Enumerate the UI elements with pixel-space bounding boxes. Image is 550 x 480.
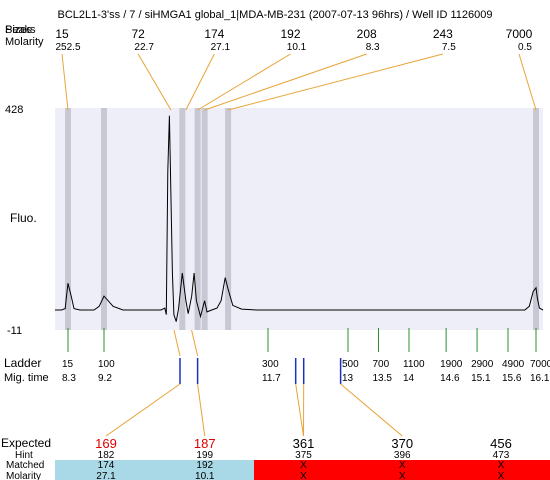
peak-size-label: 15 [55, 27, 69, 41]
matched-value: X [399, 460, 406, 471]
y-tick-top: 428 [5, 104, 23, 116]
peak-size-label: 208 [357, 27, 377, 41]
ladder-size-label: 4900 [502, 359, 525, 370]
peak-molarity-label: 8.3 [366, 42, 380, 53]
peak-band [179, 108, 186, 330]
ladder-mig-time-label: 15.1 [471, 373, 491, 384]
peak-leader-line [518, 53, 537, 111]
ladder-size-label: 2900 [471, 359, 494, 370]
matched-ok-cell [55, 460, 254, 480]
peaks-row-label: Peaks [5, 24, 36, 36]
peak-leader-line [227, 53, 443, 111]
peak-leader-line [61, 53, 69, 111]
peak-molarity-label: 22.7 [134, 42, 154, 53]
hint-value: 396 [394, 450, 411, 461]
expected-value: 361 [293, 436, 315, 451]
expected-table: 16918217427.118719919210.1361375XX370396… [95, 436, 512, 480]
expected-value: 370 [391, 436, 413, 451]
ladder-size-label: 1900 [440, 359, 463, 370]
peak-size-label: 243 [433, 27, 453, 41]
expected-value: 187 [194, 436, 216, 451]
peak-band [225, 108, 232, 330]
ladder-size-label: 100 [98, 359, 115, 370]
peak-leader-line [204, 53, 367, 111]
molarity-row-label: Molarity [5, 36, 44, 48]
fragment-leader-line [197, 383, 206, 437]
fragment-connector-line [191, 329, 199, 357]
peak-band [201, 108, 208, 330]
ladder-mig-time-label: 14 [403, 373, 415, 384]
ladder-size-label: 700 [373, 359, 390, 370]
ladder-group: 15 8.3 100 9.2 300 11.7 500 13 700 13.5 1100 14 1900… [62, 328, 550, 384]
ladder-size-label: 500 [342, 359, 359, 370]
plot-area [55, 108, 543, 330]
fragment-leader-line [340, 383, 403, 437]
ladder-label: Ladder [4, 356, 41, 370]
ladder-mig-time-label: 13 [342, 373, 354, 384]
hint-value: 182 [98, 450, 115, 461]
y-tick-bottom: -11 [7, 325, 22, 337]
ladder-size-label: 300 [262, 359, 279, 370]
matched-value: 174 [98, 460, 115, 471]
hint-value: 473 [493, 450, 510, 461]
fragment-leader-line [105, 383, 181, 437]
matched-row-label: Matched [6, 460, 44, 471]
peak-molarity-label: 10.1 [287, 42, 307, 53]
ladder-mig-time-label: 13.5 [373, 373, 393, 384]
matched-molarity-row-label: Molarity [6, 471, 41, 480]
matched-molarity-value: X [300, 471, 307, 480]
chart-title: BCL2L1-3'ss / 7 / siHMGA1 global_1|MDA-M… [58, 9, 493, 21]
matched-table-background [55, 460, 550, 480]
fragment-marks [105, 329, 403, 437]
fluorescence-trace [55, 115, 544, 322]
peak-band [194, 108, 201, 330]
ladder-size-label: 15 [62, 359, 74, 370]
ladder-mig-time-label: 14.6 [440, 373, 460, 384]
peak-molarity-label: 252.5 [55, 42, 80, 53]
peak-bands [65, 108, 539, 330]
ladder-size-label: 1100 [403, 359, 425, 370]
peak-leader-line [185, 53, 215, 111]
sizes-row-label: Sizes [5, 24, 32, 36]
mig-time-label: Mig. time [4, 372, 49, 384]
expected-value: 169 [95, 436, 117, 451]
matched-molarity-value: 27.1 [96, 471, 116, 480]
ladder-mig-time-label: 8.3 [62, 373, 76, 384]
matched-molarity-value: 10.1 [195, 471, 215, 480]
peak-band [533, 108, 539, 330]
peak-leader-line [137, 53, 172, 111]
hint-row-label: Hint [15, 450, 33, 461]
matched-missing-cell [254, 460, 550, 480]
peak-molarity-label: 27.1 [211, 42, 231, 53]
peak-size-label: 174 [204, 27, 224, 41]
peak-band [101, 108, 107, 330]
ladder-mig-time-label: 11.7 [262, 373, 281, 384]
ladder-mig-time-label: 15.6 [502, 373, 522, 384]
peak-size-label: 72 [131, 27, 145, 41]
peak-band [65, 108, 71, 330]
hint-value: 375 [295, 450, 312, 461]
matched-molarity-value: X [399, 471, 406, 480]
matched-value: X [300, 460, 307, 471]
peak-leader-line [197, 53, 291, 111]
peak-leader-lines [61, 53, 537, 111]
peak-size-label: 192 [280, 27, 300, 41]
y-axis-label: Fluo. [10, 211, 37, 225]
fragment-connector-line [173, 329, 181, 357]
peak-molarity-label: 0.5 [518, 42, 532, 53]
peak-molarity-label: 7.5 [442, 42, 456, 53]
fragment-leader-line [295, 383, 304, 437]
hint-value: 199 [196, 450, 213, 461]
expected-row-label: Expected [1, 436, 51, 450]
peak-size-label: 7000 [506, 27, 533, 41]
ladder-mig-time-label: 16.1 [530, 373, 550, 384]
expected-value: 456 [490, 436, 512, 451]
matched-value: 192 [196, 460, 213, 471]
ladder-size-label: 7000 [530, 359, 550, 370]
matched-value: X [498, 460, 505, 471]
ladder-mig-time-label: 9.2 [98, 373, 112, 384]
matched-molarity-value: X [498, 471, 505, 480]
